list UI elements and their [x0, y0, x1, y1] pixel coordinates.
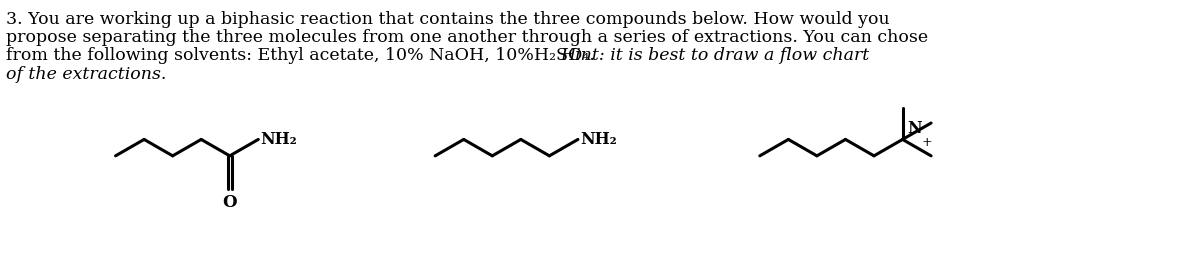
- Text: Hint: it is best to draw a flow chart: Hint: it is best to draw a flow chart: [560, 47, 869, 64]
- Text: NH₂: NH₂: [260, 130, 298, 147]
- Text: of the extractions.: of the extractions.: [6, 66, 166, 83]
- Text: N: N: [907, 120, 922, 136]
- Text: NH₂: NH₂: [580, 130, 617, 147]
- Text: propose separating the three molecules from one another through a series of extr: propose separating the three molecules f…: [6, 29, 928, 46]
- Text: O: O: [222, 193, 238, 210]
- Text: 3. You are working up a biphasic reaction that contains the three compounds belo: 3. You are working up a biphasic reactio…: [6, 11, 889, 27]
- Text: +: +: [922, 135, 932, 148]
- Text: from the following solvents: Ethyl acetate, 10% NaOH, 10%H₂SO₄.: from the following solvents: Ethyl aceta…: [6, 47, 600, 64]
